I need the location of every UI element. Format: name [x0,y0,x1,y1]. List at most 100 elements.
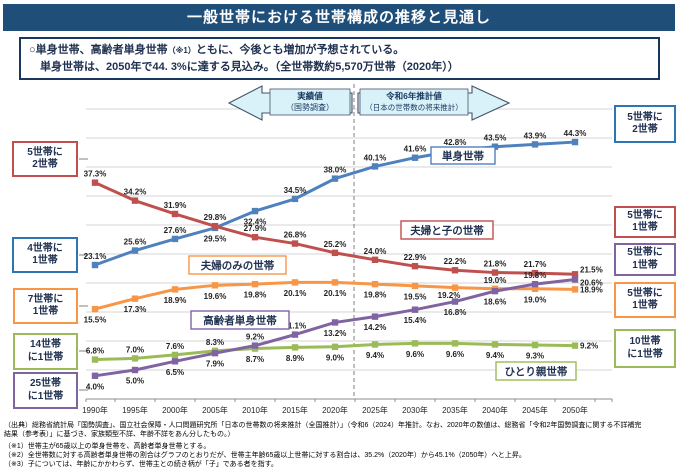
data-label-single-parent: 9.4% [486,351,504,360]
series-marker-couple-with-children [531,269,539,277]
series-marker-single-parent [531,341,539,349]
series-marker-elderly-single [531,280,539,288]
series-name-couple-only: 夫婦のみの世帯 [201,259,275,272]
data-label-couple-with-children: 21.7% [524,260,547,269]
series-marker-couple-only [291,279,299,286]
ratio-label-line: 14世帯 [29,339,62,350]
data-label-elderly-single: 18.6% [484,298,507,307]
ratio-label-left-0: 5世帯に 2世帯 [12,141,78,177]
series-marker-couple-only [411,282,419,290]
data-label-single: 32.4% [244,218,267,227]
data-label-couple-only: 19.0% [484,276,507,285]
series-marker-single-parent [491,341,499,348]
ratio-label-line: 4世帯に [27,242,63,254]
ratio-label-line: 1世帯 [632,259,658,271]
data-label-couple-with-children: 25.2% [324,240,347,249]
series-marker-couple-only [171,286,179,293]
data-label-couple-only: 19.6% [204,292,227,301]
series-marker-elderly-single [451,298,459,305]
x-axis-label: 2030年 [402,405,428,415]
footnote-ref: （※1） [167,46,196,55]
data-label-single-parent: 9.0% [326,353,344,362]
series-marker-single [411,154,419,161]
data-label-elderly-single: 11.1% [284,322,306,331]
series-name-box-single-parent [495,361,577,381]
series-marker-couple-with-children [251,233,259,241]
series-marker-couple-with-children [211,222,219,230]
series-marker-couple-with-children [131,197,139,204]
data-label-couple-with-children: 31.9% [164,201,187,210]
series-name-box-single [430,146,496,165]
x-axis-label: 2000年 [162,405,188,415]
series-marker-elderly-single [131,366,139,374]
series-marker-elderly-single [331,319,339,326]
series-marker-single-parent [91,356,99,363]
data-label-single-parent: 8.3% [206,338,224,347]
data-label-single: 29.5% [204,234,227,243]
ratio-label-line: 1世帯 [32,255,58,266]
data-label-elderly-single: 4.0% [86,382,104,391]
ratio-label-line: 5世帯に [627,287,663,299]
series-marker-couple-with-children [331,249,339,257]
data-label-single-parent: 8.9% [286,354,304,363]
series-marker-couple-only [331,279,339,286]
series-marker-elderly-single [171,358,179,365]
series-name-box-couple-with-children [400,220,494,240]
data-label-couple-only: 19.8% [364,291,387,300]
data-label-couple-only: 15.5% [84,316,107,325]
x-axis-label: 2015年 [282,405,308,415]
data-label-single: 27.6% [164,226,187,235]
series-marker-single [331,175,339,182]
actual-arrow-label: （国勢調査） [286,102,334,112]
data-label-single: 44.3% [564,129,587,138]
projection-arrow-label: 令和6年推計値 [385,91,442,101]
data-label-couple-with-children: 21.8% [484,260,507,269]
note-3: （※3）子については、年齢にかかわらず、世帯主との続き柄が「子」である者を指す。 [4,460,278,468]
data-label-couple-only: 19.8% [244,291,267,300]
data-label-couple-with-children: 34.2% [124,188,147,197]
headline-text: ○単身世帯、高齢者単身世帯 [29,44,168,56]
data-label-single: 40.1% [364,153,387,162]
data-label-single-parent: 7.6% [166,342,184,351]
ratio-label-line: に1世帯 [27,351,64,363]
ratio-label-right-3: 5世帯に 1世帯 [614,282,676,318]
ratio-label-line: 1世帯 [32,306,59,317]
ratio-label-right-0: 5世帯に 2世帯 [614,105,676,143]
x-axis-label: 2040年 [482,405,508,415]
data-label-couple-with-children: 22.9% [404,253,427,262]
series-marker-single-parent [331,343,339,350]
data-label-single: 23.1% [84,252,107,261]
headline-text: ともに、今後とも増加が予想されている。 [195,44,405,56]
data-label-single-parent: 9.2% [580,342,598,351]
series-marker-couple-only [251,280,259,288]
x-axis-label: 2045年 [522,405,548,415]
ratio-label-right-1: 5世帯に 1世帯 [614,206,676,238]
data-label-single: 25.6% [124,238,147,247]
data-label-couple-only: 17.3% [124,305,147,314]
series-marker-single [371,163,379,170]
headline-box: ○単身世帯、高齢者単身世帯（※1）ともに、今後とも増加が予想されている。 単身世… [19,37,660,80]
ratio-label-left-4: 25世帯 に1世帯 [13,372,78,409]
series-marker-couple-only [91,305,99,313]
series-marker-couple-with-children [171,210,179,218]
data-label-elderly-single: 19.8% [524,271,547,280]
footnotes: （出典）総務省統計局「国勢調査」、国立社会保障・人口問題研究所「日本の世帯数の将… [4,421,676,469]
data-label-couple-only: 19.0% [524,295,547,304]
x-axis-label: 2020年 [322,405,348,415]
data-label-elderly-single: 16.8% [444,308,467,317]
series-marker-couple-with-children [491,269,499,276]
data-label-single-parent: 9.4% [366,351,384,360]
series-name-elderly-single: 高齢者単身世帯 [203,314,277,327]
series-marker-couple-only [451,284,459,291]
series-marker-couple-only [531,285,539,292]
series-marker-single-parent [131,355,139,362]
series-name-single: 単身世帯 [442,150,484,163]
data-label-couple-only: 19.5% [404,292,427,301]
series-marker-single-parent [371,341,379,348]
series-marker-couple-with-children [571,271,579,278]
data-label-single: 38.0% [324,166,347,175]
data-label-elderly-single: 6.5% [166,368,184,377]
series-name-couple-with-children: 夫婦と子の世帯 [410,224,484,237]
